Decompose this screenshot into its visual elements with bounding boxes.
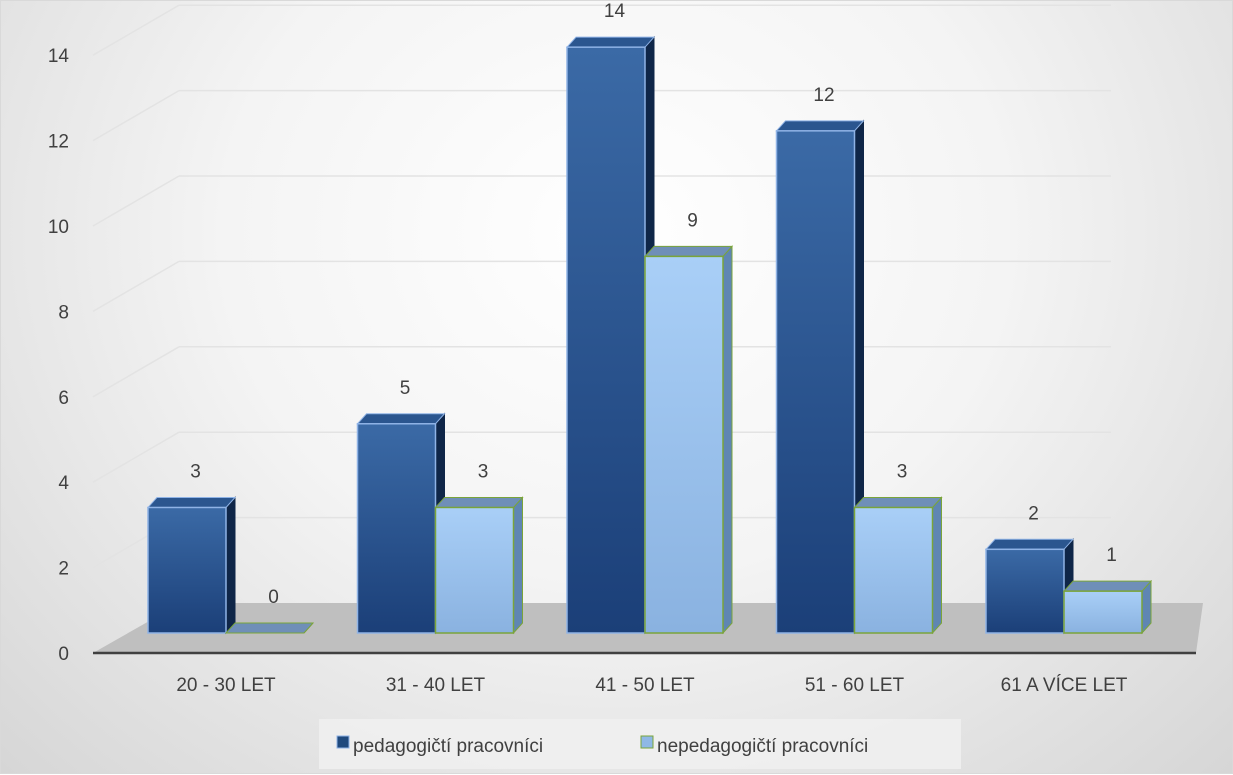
bar-pedagogic: [566, 46, 646, 634]
data-label-nonpedagogic: 0: [268, 587, 279, 608]
bar-top-pedagogic: [775, 120, 865, 132]
bar-nonpedagogic: [434, 506, 515, 634]
legend-box: [319, 719, 961, 769]
bar-nonpedagogic: [853, 506, 934, 634]
data-label-pedagogic: 3: [190, 461, 201, 482]
bar-side-nonpedagogic: [932, 496, 942, 635]
bar-top-nonpedagogic: [1062, 580, 1153, 592]
bar-side-nonpedagogic: [513, 496, 523, 635]
gridline-side: [92, 260, 180, 313]
bar-top-pedagogic: [984, 538, 1075, 550]
gridline-side: [92, 431, 180, 483]
data-label-nonpedagogic: 1: [1106, 545, 1117, 566]
data-label-nonpedagogic: 3: [478, 461, 489, 482]
bar-pedagogic: [147, 506, 227, 634]
bar-side-pedagogic: [225, 496, 236, 635]
x-category-label: 61 A VÍCE LET: [1001, 675, 1128, 696]
gridline-side: [92, 175, 180, 227]
y-tick-label: 14: [48, 46, 70, 67]
bar-top-nonpedagogic: [643, 245, 734, 257]
bar-top-nonpedagogic: [434, 496, 524, 508]
x-category-label: 20 - 30 LET: [176, 675, 276, 696]
x-category-label: 51 - 60 LET: [805, 675, 905, 696]
bar-side-nonpedagogic: [722, 245, 733, 635]
bar-top-nonpedagogic: [853, 496, 943, 508]
data-label-pedagogic: 2: [1028, 503, 1039, 524]
legend-swatch: [336, 735, 350, 749]
gridline-side: [92, 4, 180, 56]
data-label-pedagogic: 14: [604, 1, 626, 22]
gridline-side: [92, 346, 180, 398]
y-tick-label: 6: [58, 388, 69, 409]
y-tick-label: 4: [58, 473, 69, 494]
y-tick-label: 0: [58, 644, 69, 665]
y-tick-label: 2: [58, 559, 69, 580]
y-tick-label: 10: [48, 217, 69, 238]
bar-nonpedagogic: [644, 255, 724, 634]
bar-top-pedagogic: [565, 36, 656, 48]
bar-top-pedagogic: [356, 413, 446, 425]
data-label-nonpedagogic: 9: [687, 210, 698, 231]
x-category-label: 31 - 40 LET: [386, 675, 486, 696]
y-tick-label: 8: [58, 302, 69, 323]
bar-top-nonpedagogic: [224, 622, 315, 634]
gridline-side: [92, 89, 180, 142]
data-label-nonpedagogic: 3: [897, 461, 908, 482]
legend-label: pedagogičtí pracovníci: [353, 736, 543, 757]
legend-swatch: [640, 735, 654, 749]
bar-pedagogic: [775, 130, 856, 634]
x-category-label: 41 - 50 LET: [595, 675, 695, 696]
y-tick-label: 12: [48, 132, 69, 153]
data-label-pedagogic: 12: [813, 85, 834, 106]
bar-pedagogic: [985, 548, 1065, 634]
data-label-pedagogic: 5: [400, 378, 411, 399]
bar-pedagogic: [356, 423, 437, 634]
bar-top-pedagogic: [146, 496, 237, 508]
legend-label: nepedagogičtí pracovníci: [657, 736, 868, 757]
bar-nonpedagogic: [1063, 590, 1143, 634]
